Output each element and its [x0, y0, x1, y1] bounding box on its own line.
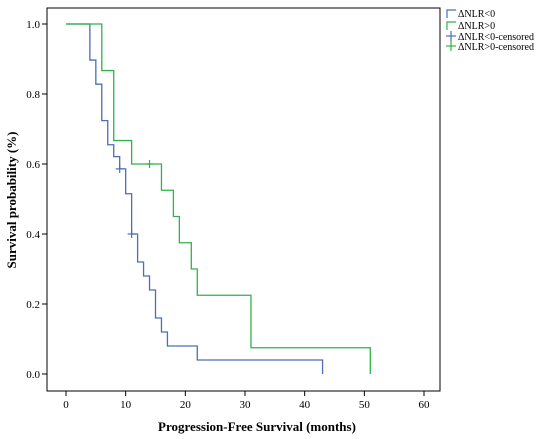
censor-mark	[127, 230, 136, 238]
legend-label-dnlr-neg-censored: ΔNLR<0-censored	[458, 32, 534, 43]
legend-censor-mark-dnlr-neg	[446, 31, 456, 41]
y-tick-label: 0.8	[26, 89, 40, 101]
x-tick-label: 20	[180, 399, 192, 411]
axis-ticks: 0 10 20 30 40 50 60 0.0 0.2 0.4 0.6 0.8 1.0	[26, 19, 430, 411]
legend: ΔNLR<0 ΔNLR>0 ΔNLR<0-censored ΔNLR>0-cen…	[446, 9, 534, 53]
y-tick-label: 0.4	[26, 229, 40, 241]
x-tick-label: 40	[299, 399, 311, 411]
legend-censor-mark-dnlr-pos	[446, 41, 456, 51]
legend-label-dnlr-pos: ΔNLR>0	[458, 21, 495, 32]
y-tick-label: 1.0	[26, 19, 40, 31]
censor-mark	[115, 164, 124, 173]
legend-label-dnlr-neg: ΔNLR<0	[458, 9, 495, 20]
x-tick-label: 10	[120, 399, 132, 411]
plot-frame	[46, 7, 441, 392]
censor-mark	[145, 160, 154, 168]
y-tick-label: 0.6	[26, 159, 40, 171]
series-layer	[66, 23, 371, 374]
x-axis-title: Progression-Free Survival (months)	[158, 419, 356, 434]
legend-line-dnlr-pos	[446, 21, 456, 30]
x-tick-label: 60	[419, 399, 431, 411]
x-tick-label: 0	[63, 399, 69, 411]
series-line-1	[66, 23, 371, 374]
y-tick-label: 0.2	[26, 299, 40, 311]
legend-line-dnlr-neg	[446, 9, 456, 18]
y-axis-title: Survival probability (%)	[4, 131, 19, 268]
x-tick-label: 50	[359, 399, 371, 411]
legend-label-dnlr-pos-censored: ΔNLR>0-censored	[458, 42, 534, 53]
x-tick-label: 30	[240, 399, 252, 411]
y-tick-label: 0.0	[26, 369, 40, 381]
